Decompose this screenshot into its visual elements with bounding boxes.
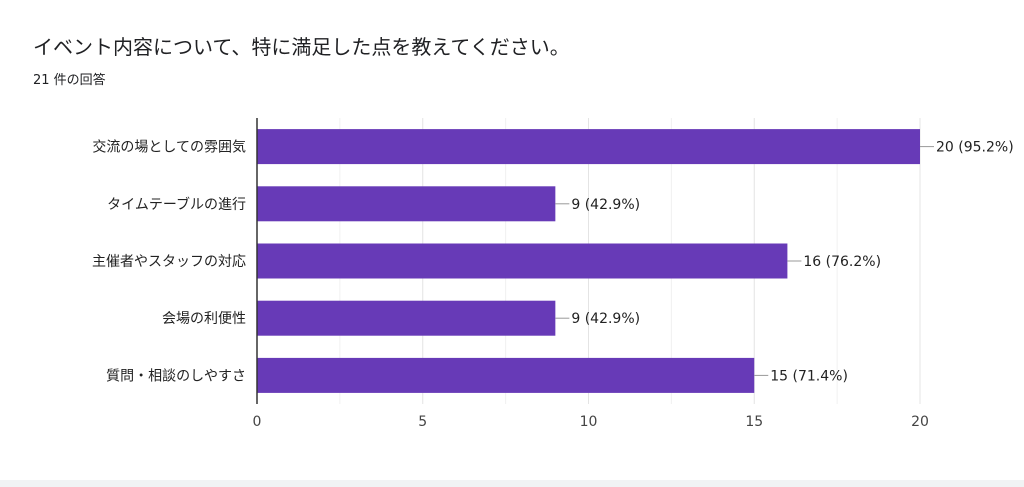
bar-4 xyxy=(257,300,556,336)
category-label: 質問・相談のしやすさ xyxy=(106,368,246,384)
response-count: 21 件の回答 xyxy=(33,73,106,88)
x-tick-label: 5 xyxy=(418,414,427,430)
question-title: イベント内容について、特に満足した点を教えてください。 xyxy=(33,35,570,59)
x-tick-label: 20 xyxy=(911,414,929,430)
category-label: 会場の利便性 xyxy=(162,311,246,327)
data-label: 20 (95.2%) xyxy=(936,140,1014,156)
bar-3 xyxy=(257,243,788,279)
category-label: タイムテーブルの進行 xyxy=(107,196,246,213)
data-label: 16 (76.2%) xyxy=(803,254,881,270)
data-label: 9 (42.9%) xyxy=(571,311,640,327)
x-tick-label: 10 xyxy=(580,414,598,430)
bar-5 xyxy=(257,357,755,393)
data-label: 9 (42.9%) xyxy=(571,197,640,213)
card-footer-strip xyxy=(0,480,1024,487)
bar-2 xyxy=(257,186,556,222)
data-label: 15 (71.4%) xyxy=(770,368,848,384)
x-tick-label: 0 xyxy=(253,414,262,430)
x-tick-label: 15 xyxy=(745,414,763,430)
category-label: 交流の場としての雰囲気 xyxy=(92,139,246,156)
category-label: 主催者やスタッフの対応 xyxy=(92,254,246,270)
bar-1 xyxy=(257,129,920,165)
